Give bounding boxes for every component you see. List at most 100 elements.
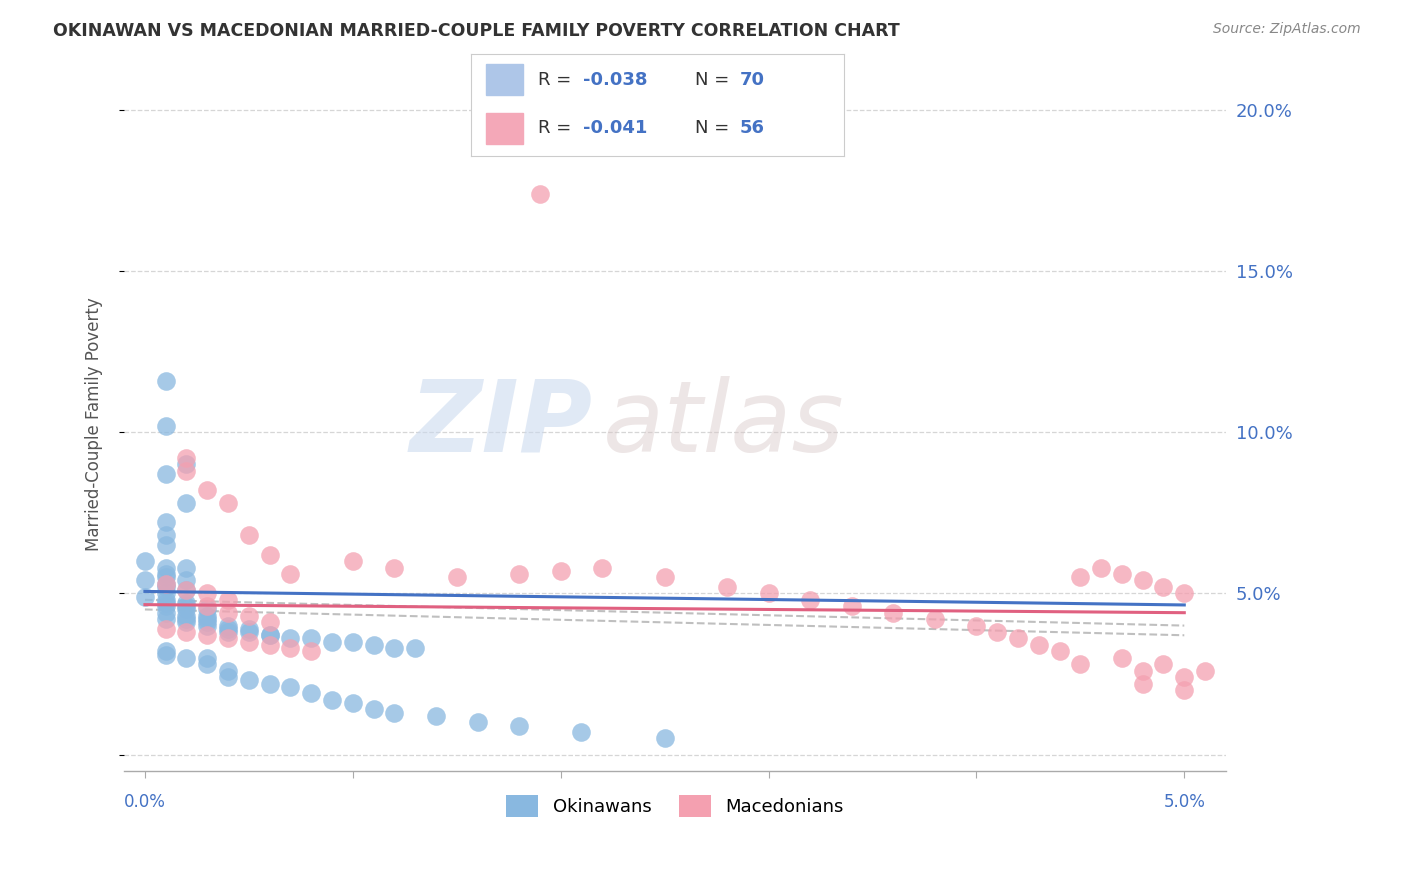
Point bbox=[134, 590, 156, 604]
Legend: Okinawans, Macedonians: Okinawans, Macedonians bbox=[499, 788, 851, 824]
Point bbox=[342, 634, 364, 648]
Point bbox=[965, 618, 987, 632]
Point bbox=[155, 418, 177, 433]
Point bbox=[176, 625, 198, 640]
Text: atlas: atlas bbox=[603, 376, 845, 473]
Point bbox=[924, 612, 946, 626]
Point bbox=[217, 496, 239, 510]
Point bbox=[155, 596, 177, 610]
Point bbox=[1153, 657, 1175, 672]
Point bbox=[195, 657, 218, 672]
Point bbox=[259, 548, 281, 562]
Point bbox=[280, 567, 302, 582]
Point bbox=[176, 450, 198, 465]
Point bbox=[134, 574, 156, 588]
Y-axis label: Married-Couple Family Poverty: Married-Couple Family Poverty bbox=[86, 297, 103, 551]
Point bbox=[217, 622, 239, 636]
Point bbox=[342, 554, 364, 568]
Point bbox=[195, 650, 218, 665]
Point bbox=[195, 599, 218, 614]
Text: 56: 56 bbox=[740, 120, 765, 137]
Point bbox=[280, 680, 302, 694]
Point bbox=[280, 641, 302, 656]
Point bbox=[176, 608, 198, 623]
Point bbox=[382, 560, 405, 574]
Point bbox=[1194, 664, 1216, 678]
Bar bbox=[486, 113, 523, 144]
Point bbox=[280, 632, 302, 646]
Text: N =: N = bbox=[695, 71, 734, 89]
Point bbox=[716, 580, 738, 594]
Point bbox=[195, 612, 218, 626]
Bar bbox=[486, 64, 523, 95]
Point bbox=[155, 644, 177, 658]
Point bbox=[1090, 560, 1112, 574]
Point bbox=[176, 458, 198, 472]
Point bbox=[195, 483, 218, 498]
Point bbox=[195, 615, 218, 630]
Point bbox=[155, 576, 177, 591]
Point bbox=[1007, 632, 1029, 646]
Point bbox=[217, 618, 239, 632]
Point bbox=[195, 628, 218, 642]
Point bbox=[155, 570, 177, 584]
Text: OKINAWAN VS MACEDONIAN MARRIED-COUPLE FAMILY POVERTY CORRELATION CHART: OKINAWAN VS MACEDONIAN MARRIED-COUPLE FA… bbox=[53, 22, 900, 40]
Point bbox=[591, 560, 613, 574]
Point bbox=[176, 464, 198, 478]
Point bbox=[299, 644, 322, 658]
Point bbox=[363, 638, 385, 652]
Point bbox=[155, 538, 177, 552]
Point bbox=[1132, 676, 1154, 690]
Point bbox=[155, 567, 177, 582]
Point bbox=[259, 628, 281, 642]
Point bbox=[1132, 664, 1154, 678]
Text: R =: R = bbox=[538, 120, 576, 137]
Point bbox=[1132, 574, 1154, 588]
Point bbox=[1173, 683, 1195, 698]
Point bbox=[155, 580, 177, 594]
Point bbox=[176, 496, 198, 510]
Point bbox=[155, 606, 177, 620]
Point bbox=[259, 638, 281, 652]
Point bbox=[176, 574, 198, 588]
Point bbox=[259, 615, 281, 630]
Text: -0.038: -0.038 bbox=[583, 71, 647, 89]
Point bbox=[882, 606, 904, 620]
Point bbox=[238, 634, 260, 648]
Point bbox=[176, 650, 198, 665]
Point bbox=[841, 599, 863, 614]
Point bbox=[1028, 638, 1050, 652]
Point bbox=[363, 702, 385, 716]
Point bbox=[176, 612, 198, 626]
Point bbox=[382, 641, 405, 656]
Text: R =: R = bbox=[538, 71, 576, 89]
Point bbox=[654, 731, 676, 746]
Point bbox=[1111, 650, 1133, 665]
Point bbox=[217, 664, 239, 678]
Point bbox=[176, 599, 198, 614]
Point bbox=[176, 583, 198, 598]
Text: 0.0%: 0.0% bbox=[124, 793, 166, 811]
Point bbox=[195, 608, 218, 623]
Point bbox=[155, 528, 177, 542]
Point bbox=[508, 718, 530, 732]
Point bbox=[155, 374, 177, 388]
Point bbox=[176, 596, 198, 610]
Point bbox=[404, 641, 426, 656]
Point bbox=[155, 516, 177, 530]
Point bbox=[176, 560, 198, 574]
Point bbox=[176, 583, 198, 598]
Point bbox=[299, 632, 322, 646]
Point bbox=[1069, 657, 1091, 672]
Point bbox=[259, 628, 281, 642]
Point bbox=[1173, 670, 1195, 684]
Point bbox=[195, 618, 218, 632]
Point bbox=[799, 592, 821, 607]
Point bbox=[176, 615, 198, 630]
Point bbox=[217, 592, 239, 607]
Point bbox=[986, 625, 1008, 640]
Point bbox=[155, 592, 177, 607]
Point bbox=[1173, 586, 1195, 600]
Point bbox=[342, 696, 364, 710]
Point bbox=[467, 715, 489, 730]
